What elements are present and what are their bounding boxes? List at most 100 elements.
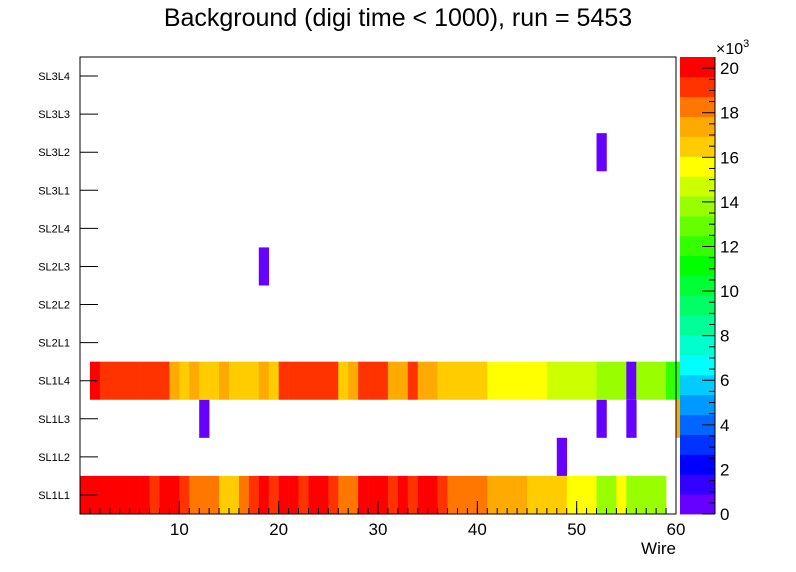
heatmap-cell bbox=[636, 361, 647, 400]
heatmap-cell bbox=[199, 475, 210, 514]
heatmap-cell bbox=[159, 475, 170, 514]
heatmap-cell bbox=[596, 475, 607, 514]
heatmap-cell bbox=[149, 475, 160, 514]
heatmap-cell bbox=[497, 475, 508, 514]
heatmap-cell bbox=[487, 475, 498, 514]
heatmap-cell bbox=[338, 475, 349, 514]
heatmap-cell bbox=[278, 361, 289, 400]
heatmap-cell bbox=[467, 475, 478, 514]
heatmap-cell bbox=[576, 361, 587, 400]
heatmap-cell bbox=[229, 475, 240, 514]
heatmap-cell bbox=[139, 475, 150, 514]
heatmap-cell bbox=[666, 361, 677, 400]
palette-band bbox=[680, 394, 715, 416]
z-tick-label: 8 bbox=[720, 327, 729, 346]
heatmap-cell bbox=[268, 361, 279, 400]
x-tick-label: 20 bbox=[269, 520, 288, 539]
palette-band bbox=[680, 275, 715, 296]
heatmap-cell bbox=[626, 361, 637, 400]
heatmap-cells bbox=[80, 133, 687, 514]
heatmap-cell bbox=[546, 361, 558, 400]
heatmap-cell bbox=[199, 361, 210, 400]
heatmap-cell bbox=[477, 361, 488, 400]
z-tick-label: 0 bbox=[720, 505, 729, 524]
heatmap-cell bbox=[417, 475, 428, 514]
heatmap-cell bbox=[556, 361, 568, 400]
heatmap-cell bbox=[99, 361, 111, 400]
heatmap-cell bbox=[258, 475, 270, 514]
heatmap-cell bbox=[169, 361, 180, 400]
palette-band bbox=[680, 156, 715, 177]
heatmap-cell bbox=[248, 475, 260, 514]
y-tick-label: SL3L4 bbox=[38, 71, 70, 83]
y-tick-label: SL1L4 bbox=[38, 376, 70, 388]
heatmap-cell bbox=[596, 399, 607, 438]
heatmap-cell bbox=[139, 361, 150, 400]
heatmap-cell bbox=[507, 361, 518, 400]
heatmap-cell bbox=[527, 361, 538, 400]
heatmap-cell bbox=[119, 475, 130, 514]
heatmap-cell bbox=[457, 361, 468, 400]
heatmap-cell bbox=[407, 475, 419, 514]
heatmap-cell bbox=[626, 399, 637, 438]
y-axis: SL1L1 SL1L2 SL1L3 SL1L4 SL2L1 SL2L2 SL2L3 SL2L4… bbox=[38, 71, 98, 502]
z-axis: 0 2 4 6 8 10 12 14 16 18 20 bbox=[702, 57, 739, 524]
heatmap-cell bbox=[348, 475, 359, 514]
heatmap-cell bbox=[229, 361, 240, 400]
color-palette bbox=[680, 57, 715, 515]
heatmap-cell bbox=[238, 475, 250, 514]
palette-band bbox=[680, 96, 715, 118]
heatmap-cell bbox=[268, 475, 279, 514]
palette-band bbox=[680, 255, 715, 276]
palette-band bbox=[680, 76, 715, 98]
heatmap-cell bbox=[368, 475, 379, 514]
heatmap-cell bbox=[566, 475, 577, 514]
heatmap-cell bbox=[636, 475, 647, 514]
z-tick-label: 10 bbox=[720, 282, 739, 301]
y-tick-label: SL3L1 bbox=[38, 185, 70, 197]
palette-band bbox=[680, 176, 715, 197]
heatmap-cell bbox=[457, 475, 468, 514]
heatmap-cell bbox=[646, 361, 657, 400]
heatmap-cell bbox=[308, 475, 319, 514]
z-tick-label: 2 bbox=[720, 460, 729, 479]
heatmap-cell bbox=[556, 437, 568, 476]
x-tick-label: 50 bbox=[567, 520, 586, 539]
heatmap-cell bbox=[209, 361, 220, 400]
heatmap-cell bbox=[536, 361, 548, 400]
z-tick-label: 12 bbox=[720, 237, 739, 256]
palette-band bbox=[680, 414, 715, 435]
palette-band bbox=[680, 454, 715, 475]
x-axis-label: Wire bbox=[641, 539, 676, 558]
heatmap-cell bbox=[467, 361, 478, 400]
z-tick-label: 4 bbox=[720, 416, 729, 435]
heatmap-cell bbox=[556, 475, 568, 514]
heatmap-cell bbox=[517, 361, 528, 400]
palette-band bbox=[680, 315, 715, 336]
palette-band bbox=[680, 494, 715, 515]
heatmap-cell bbox=[576, 475, 587, 514]
heatmap-cell bbox=[378, 361, 389, 400]
chart-title: Background (digi time < 1000), run = 545… bbox=[163, 4, 633, 32]
heatmap-cell bbox=[527, 475, 538, 514]
heatmap-cell bbox=[159, 361, 170, 400]
heatmap-cell bbox=[189, 475, 200, 514]
heatmap-cell bbox=[358, 475, 369, 514]
heatmap-cell bbox=[566, 361, 577, 400]
heatmap-cell bbox=[447, 361, 458, 400]
heatmap-cell bbox=[616, 361, 627, 400]
palette-band bbox=[680, 57, 715, 78]
heatmap-cell bbox=[358, 361, 369, 400]
plot-frame bbox=[79, 56, 677, 515]
heatmap-cell bbox=[387, 475, 399, 514]
y-tick-label: SL2L3 bbox=[38, 261, 70, 273]
heatmap-cell bbox=[596, 361, 607, 400]
heatmap-cell bbox=[427, 361, 438, 400]
heatmap-cell bbox=[129, 361, 140, 400]
heatmap-cell bbox=[646, 475, 657, 514]
heatmap-cell bbox=[487, 361, 498, 400]
heatmap-cell bbox=[368, 361, 379, 400]
heatmap-cell bbox=[656, 475, 667, 514]
x-tick-label: 10 bbox=[170, 520, 189, 539]
heatmap-cell bbox=[238, 361, 250, 400]
